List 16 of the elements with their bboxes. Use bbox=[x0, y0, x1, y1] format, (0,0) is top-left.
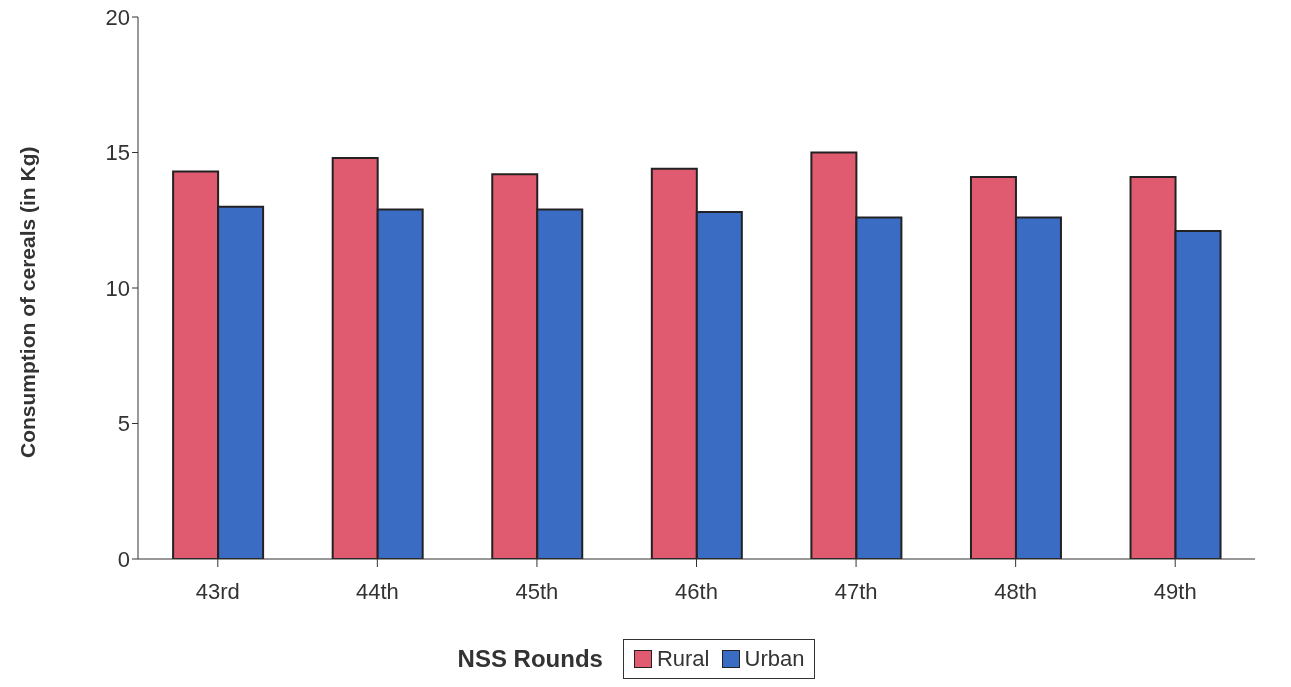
y-tick-label: 20 bbox=[105, 4, 130, 30]
x-tick-label: 47th bbox=[834, 578, 878, 604]
x-axis-title: NSS Rounds bbox=[457, 645, 603, 673]
y-tick-label: 15 bbox=[105, 140, 130, 166]
y-tick-label: 0 bbox=[117, 546, 130, 572]
x-tick-label: 46th bbox=[675, 578, 718, 604]
x-tick-label: 43rd bbox=[195, 578, 240, 604]
x-tick-label: 44th bbox=[355, 578, 399, 604]
x-tick-label: 45th bbox=[515, 578, 559, 604]
x-tick-label: 48th bbox=[994, 578, 1038, 604]
x-tick-label: 49th bbox=[1153, 578, 1197, 604]
y-axis-title: Consumption of cereals (in Kg) bbox=[16, 146, 40, 458]
y-tick-label: 5 bbox=[117, 411, 130, 437]
y-tick-label: 10 bbox=[105, 275, 130, 301]
legend-label: Urban bbox=[743, 646, 805, 672]
legend-label: Rural bbox=[655, 646, 710, 672]
